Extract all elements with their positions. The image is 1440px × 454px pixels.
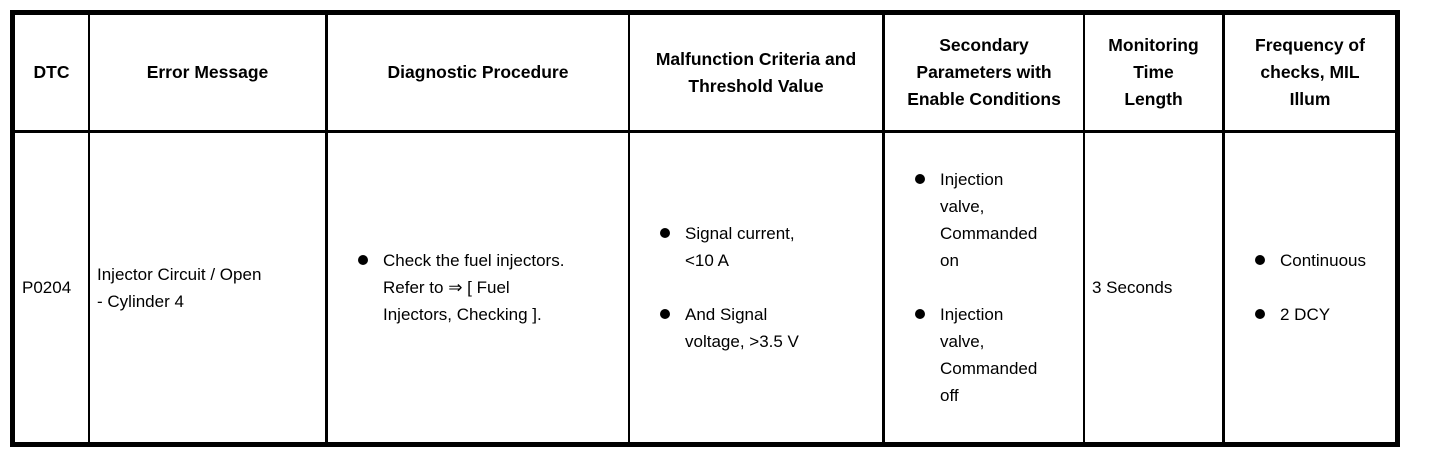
list-item: Check the fuel injectors. Refer to ⇒ [ F…: [358, 247, 628, 328]
bullet-icon: [915, 309, 925, 319]
column-header-malfunction-criteria: Malfunction Criteria and Threshold Value: [630, 15, 885, 133]
column-header-label: Diagnostic Procedure: [387, 62, 569, 82]
cell-secondary-parameters: Injection valve, Commanded on Injection …: [885, 133, 1085, 442]
cell-malfunction-criteria: Signal current, <10 A And Signal voltage…: [630, 133, 885, 442]
column-header-label: Malfunction Criteria and Threshold Value: [655, 48, 857, 96]
list-item: Continuous: [1255, 247, 1395, 274]
list-item-text: Injection valve, Commanded off: [940, 305, 1038, 405]
column-header-label: Error Message: [146, 62, 269, 82]
column-header-frequency-of-checks: Frequency of checks, MIL Illum: [1225, 15, 1395, 133]
list-item-text: Signal current, <10 A: [685, 224, 795, 270]
frequency-of-checks-list: Continuous 2 DCY: [1225, 247, 1395, 328]
error-message-text: Injector Circuit / Open - Cylinder 4: [97, 264, 262, 311]
cell-diagnostic-procedure: Check the fuel injectors. Refer to ⇒ [ F…: [328, 133, 630, 442]
column-header-monitoring-time: Monitoring Time Length: [1085, 15, 1225, 133]
list-item: And Signal voltage, >3.5 V: [660, 301, 882, 355]
column-header-dtc: DTC: [15, 15, 90, 133]
bullet-icon: [660, 228, 670, 238]
bullet-icon: [660, 309, 670, 319]
list-item-text: Injection valve, Commanded on: [940, 170, 1038, 270]
cell-monitoring-time: 3 Seconds: [1085, 133, 1225, 442]
list-item-text: Continuous: [1280, 251, 1367, 270]
column-header-error-message: Error Message: [90, 15, 328, 133]
column-header-secondary-parameters: Secondary Parameters with Enable Conditi…: [885, 15, 1085, 133]
bullet-icon: [915, 174, 925, 184]
secondary-parameters-list: Injection valve, Commanded on Injection …: [885, 166, 1083, 409]
bullet-icon: [1255, 255, 1265, 265]
bullet-icon: [1255, 309, 1265, 319]
cell-dtc-code: P0204: [15, 133, 90, 442]
monitoring-time-text: 3 Seconds: [1092, 278, 1173, 297]
list-item: Signal current, <10 A: [660, 220, 882, 274]
list-item: Injection valve, Commanded on: [915, 166, 1083, 274]
column-header-label: Secondary Parameters with Enable Conditi…: [907, 35, 1061, 109]
malfunction-criteria-list: Signal current, <10 A And Signal voltage…: [630, 220, 882, 355]
diagnostic-procedure-list: Check the fuel injectors. Refer to ⇒ [ F…: [328, 247, 628, 328]
column-header-label: Monitoring Time Length: [1108, 35, 1199, 109]
list-item: Injection valve, Commanded off: [915, 301, 1083, 409]
bullet-icon: [358, 255, 368, 265]
dtc-table: DTC Error Message Diagnostic Procedure M…: [10, 10, 1400, 447]
list-item: 2 DCY: [1255, 301, 1395, 328]
dtc-code: P0204: [22, 278, 72, 297]
column-header-label: Frequency of checks, MIL Illum: [1255, 35, 1365, 109]
column-header-diagnostic-procedure: Diagnostic Procedure: [328, 15, 630, 133]
column-header-label: DTC: [33, 62, 70, 82]
cell-frequency-of-checks: Continuous 2 DCY: [1225, 133, 1395, 442]
list-item-text: And Signal voltage, >3.5 V: [685, 305, 799, 351]
list-item-text: 2 DCY: [1280, 305, 1331, 324]
cell-error-message: Injector Circuit / Open - Cylinder 4: [90, 133, 328, 442]
list-item-text: Check the fuel injectors. Refer to ⇒ [ F…: [383, 251, 565, 324]
